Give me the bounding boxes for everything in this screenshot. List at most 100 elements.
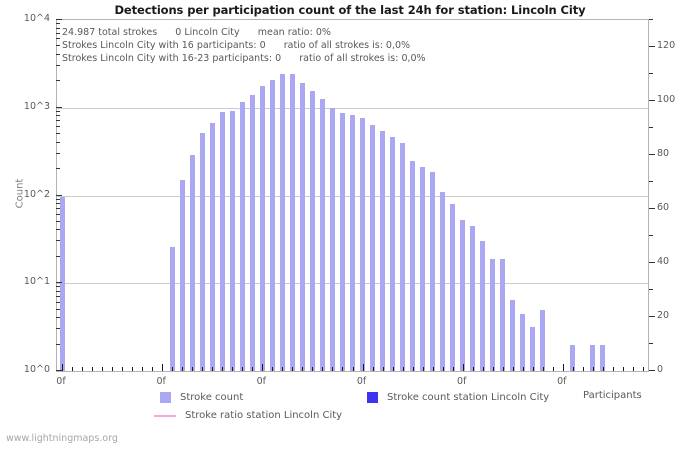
annotation-line: 24.987 total strokes 0 Lincoln City mean… [62, 27, 331, 38]
x-tick-label: 0f [156, 376, 166, 387]
x-tick-minor [583, 367, 584, 371]
x-tick-minor [222, 367, 223, 371]
x-tick-minor [553, 367, 554, 371]
y-tick-minor-left [56, 290, 60, 292]
bar [249, 94, 255, 371]
y-tick-label-left: 10^0 [23, 364, 50, 375]
y-tick-label-right: 60 [657, 202, 670, 213]
y-tick-minor-left [56, 120, 60, 122]
x-tick-minor [92, 367, 93, 371]
x-tick-minor [403, 367, 404, 371]
x-tick-minor [282, 367, 283, 371]
y-tick-minor-right [649, 235, 653, 236]
y-tick-label-left: 10^1 [23, 276, 50, 288]
x-tick-minor [142, 367, 143, 371]
y-tick-minor-left [56, 286, 60, 288]
x-tick-minor [232, 367, 233, 371]
y-tick-minor-right [649, 181, 653, 182]
y-tick-minor-left [56, 301, 60, 303]
bar [470, 225, 476, 371]
bar [169, 246, 175, 371]
y-tick-minor-left [56, 220, 60, 222]
chart-legend: Stroke count Stroke count station Lincoln… [0, 392, 700, 432]
x-tick-minor [433, 367, 434, 371]
y-tick-minor-left [56, 168, 60, 170]
bar [339, 112, 345, 371]
bar [440, 191, 446, 371]
bar [269, 80, 275, 371]
bar [500, 258, 506, 371]
legend-item[interactable]: Stroke count station Lincoln City [367, 392, 549, 403]
y-tick-major-right [649, 370, 655, 371]
y-tick-label-right: 100 [657, 94, 676, 105]
bar [420, 167, 426, 371]
x-tick-minor [292, 367, 293, 371]
y-tick-label-right: 80 [657, 148, 670, 159]
x-tick-minor [322, 367, 323, 371]
bar [390, 136, 396, 371]
bar [480, 241, 486, 371]
bar [309, 91, 315, 371]
bar [329, 107, 335, 371]
y-tick-minor-left [56, 23, 60, 24]
y-tick-major-left [56, 370, 62, 371]
bar [319, 99, 325, 371]
y-tick-minor-left [56, 255, 60, 257]
y-tick-minor-left [56, 152, 60, 154]
x-tick-minor [493, 367, 494, 371]
legend-line-marker [154, 414, 176, 417]
x-tick-major [363, 364, 364, 371]
y-tick-major-right [649, 100, 655, 101]
legend-item[interactable]: Stroke ratio station Lincoln City [154, 410, 342, 421]
legend-label: Stroke count station Lincoln City [387, 392, 550, 403]
y-tick-minor-left [56, 115, 60, 117]
x-tick-minor [443, 367, 444, 371]
y-tick-minor-left [56, 203, 60, 204]
x-tick-minor [643, 367, 644, 371]
x-tick-minor [473, 367, 474, 371]
y-tick-label-right: 40 [657, 256, 670, 267]
legend-item[interactable]: Stroke count [160, 392, 243, 403]
x-tick-minor [112, 367, 113, 371]
watermark: www.lightningmaps.org [6, 433, 118, 444]
y-tick-minor-left [56, 308, 60, 310]
bar [279, 74, 285, 371]
x-tick-minor [102, 367, 103, 371]
y-tick-minor-left [56, 317, 60, 319]
chart-title: Detections per participation count of th… [114, 3, 586, 17]
y-tick-minor-left [56, 328, 60, 330]
x-tick-minor [202, 367, 203, 371]
x-tick-minor [353, 367, 354, 371]
bar [189, 154, 195, 371]
x-tick-minor [543, 367, 544, 371]
x-tick-label: 0f [456, 376, 467, 387]
y-tick-minor-left [56, 208, 60, 210]
x-tick-minor [182, 367, 183, 371]
bar [380, 131, 386, 371]
x-tick-minor [383, 367, 384, 371]
gridline [57, 107, 648, 109]
y-tick-label-left: 10^4 [23, 13, 50, 24]
y-tick-minor-left [56, 38, 60, 40]
x-tick-minor [453, 367, 454, 371]
bar [430, 172, 436, 371]
y-tick-minor-left [56, 45, 60, 47]
x-tick-minor [72, 367, 73, 371]
y-tick-label-left: 10^3 [23, 100, 50, 112]
y-tick-minor-left [56, 295, 60, 297]
x-tick-label: 0f [356, 376, 367, 387]
x-tick-minor [122, 367, 123, 371]
x-tick-minor [252, 367, 253, 371]
y-tick-major-right [649, 154, 655, 155]
y-tick-major-right [649, 262, 655, 263]
bar [510, 299, 516, 371]
bar [350, 115, 355, 371]
bar [289, 73, 295, 371]
x-tick-minor [242, 367, 243, 371]
y-tick-minor-right [649, 19, 653, 20]
bar [410, 160, 416, 371]
y-tick-minor-left [56, 343, 60, 345]
x-tick-minor [212, 367, 213, 371]
x-tick-minor [603, 367, 604, 371]
y-tick-minor-left [56, 80, 60, 82]
